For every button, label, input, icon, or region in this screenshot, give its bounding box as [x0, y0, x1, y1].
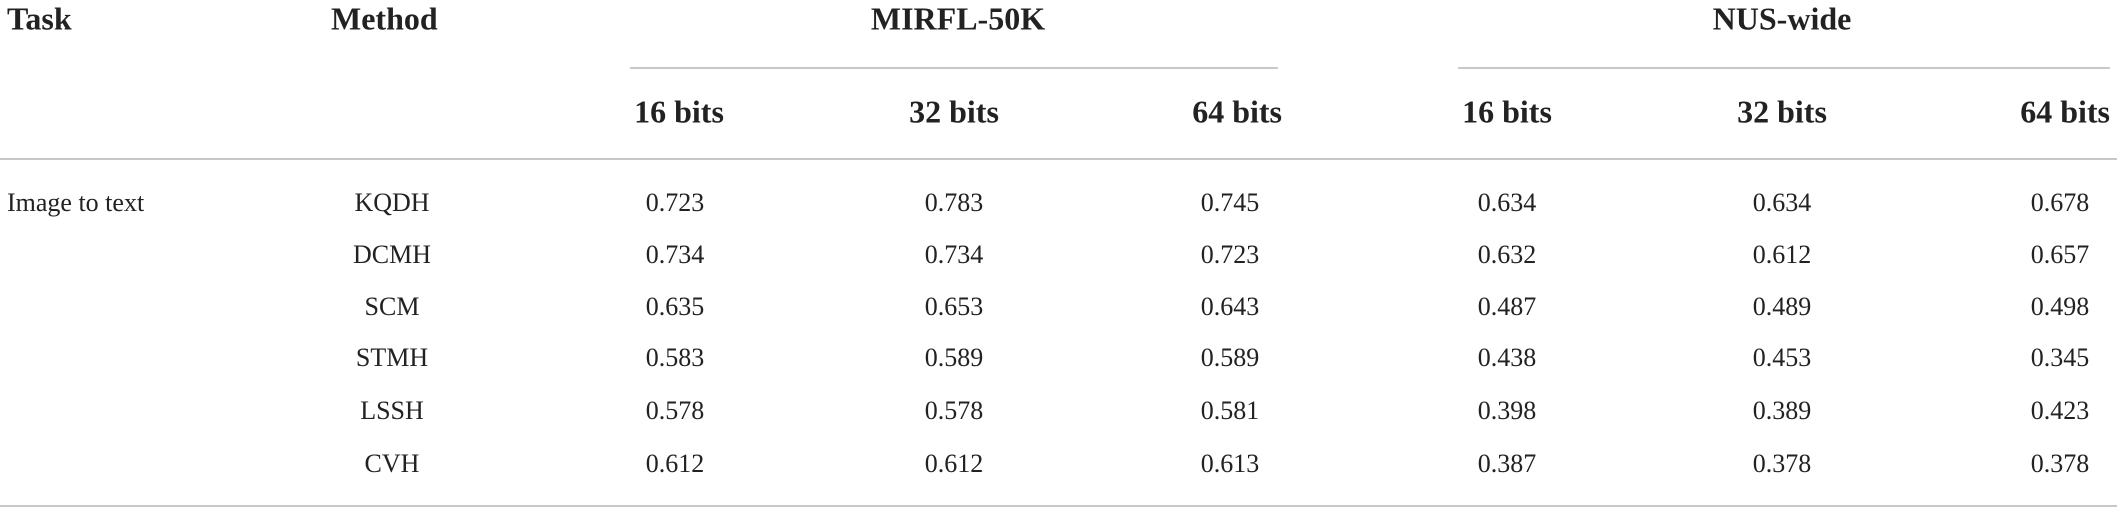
column-header: 32 bits: [909, 93, 999, 129]
value-cell: 0.453: [1753, 343, 1812, 372]
method-cell: KQDH: [354, 188, 429, 217]
value-cell: 0.345: [2031, 343, 2090, 372]
value-cell: 0.398: [1478, 396, 1537, 425]
method-cell: SCM: [365, 292, 420, 321]
value-cell: 0.378: [2031, 449, 2090, 478]
task-header: Task: [7, 0, 72, 36]
group-header: NUS-wide: [1713, 0, 1852, 36]
method-cell: CVH: [365, 449, 420, 478]
value-cell: 0.423: [2031, 396, 2090, 425]
value-cell: 0.734: [925, 240, 984, 269]
column-header: 64 bits: [1192, 93, 1282, 129]
task-cell: Image to text: [7, 188, 145, 217]
value-cell: 0.612: [646, 449, 705, 478]
value-cell: 0.589: [1201, 343, 1260, 372]
method-header: Method: [331, 0, 438, 36]
value-cell: 0.498: [2031, 292, 2090, 321]
value-cell: 0.723: [646, 188, 705, 217]
value-cell: 0.734: [646, 240, 705, 269]
value-cell: 0.581: [1201, 396, 1260, 425]
value-cell: 0.612: [1753, 240, 1812, 269]
value-cell: 0.634: [1753, 188, 1812, 217]
value-cell: 0.612: [925, 449, 984, 478]
method-cell: LSSH: [360, 396, 424, 425]
column-header: 16 bits: [1462, 93, 1552, 129]
value-cell: 0.489: [1753, 292, 1812, 321]
value-cell: 0.387: [1478, 449, 1537, 478]
value-cell: 0.583: [646, 343, 705, 372]
value-cell: 0.678: [2031, 188, 2090, 217]
value-cell: 0.783: [925, 188, 984, 217]
value-cell: 0.578: [925, 396, 984, 425]
value-cell: 0.578: [646, 396, 705, 425]
column-header: 64 bits: [2020, 93, 2110, 129]
value-cell: 0.438: [1478, 343, 1537, 372]
value-cell: 0.653: [925, 292, 984, 321]
value-cell: 0.589: [925, 343, 984, 372]
value-cell: 0.389: [1753, 396, 1812, 425]
value-cell: 0.745: [1201, 188, 1260, 217]
value-cell: 0.657: [2031, 240, 2090, 269]
group-header: MIRFL-50K: [871, 0, 1045, 36]
value-cell: 0.643: [1201, 292, 1260, 321]
value-cell: 0.487: [1478, 292, 1537, 321]
column-header: 16 bits: [634, 93, 724, 129]
value-cell: 0.613: [1201, 449, 1260, 478]
value-cell: 0.723: [1201, 240, 1260, 269]
column-header: 32 bits: [1737, 93, 1827, 129]
value-cell: 0.632: [1478, 240, 1537, 269]
value-cell: 0.635: [646, 292, 705, 321]
method-cell: DCMH: [353, 240, 431, 269]
value-cell: 0.378: [1753, 449, 1812, 478]
value-cell: 0.634: [1478, 188, 1537, 217]
method-cell: STMH: [356, 343, 428, 372]
